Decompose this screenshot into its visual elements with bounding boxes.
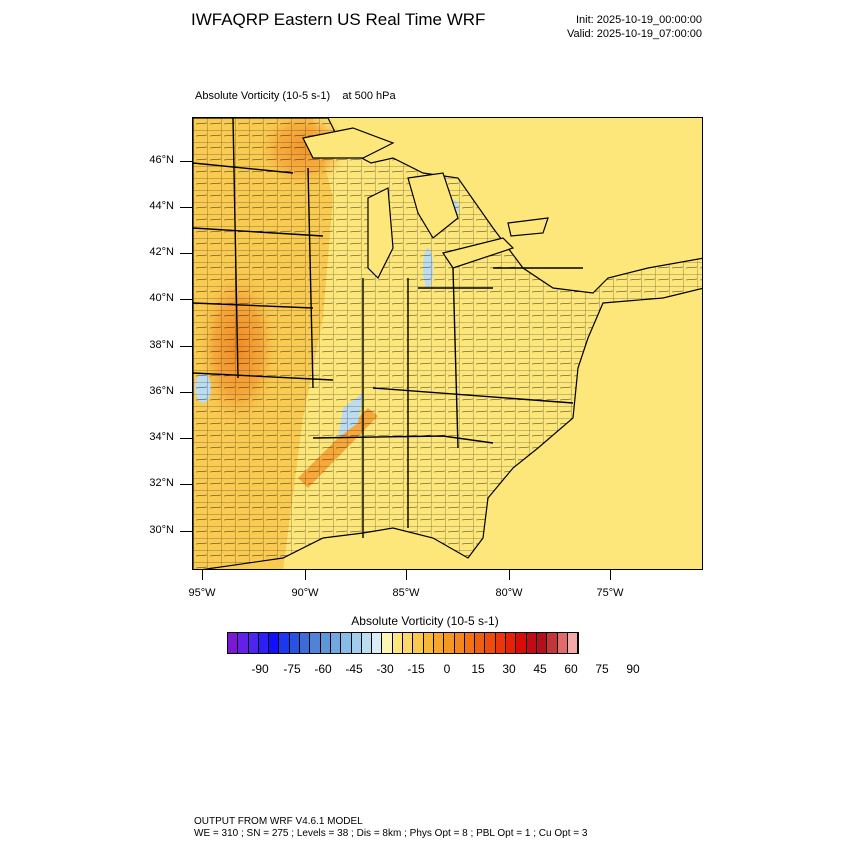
- lat-tick: [180, 346, 192, 347]
- colorbar-swatch: [330, 633, 342, 653]
- colorbar-label: -75: [283, 662, 301, 676]
- colorbar-label: 15: [471, 662, 485, 676]
- lat-label: 34°N: [149, 431, 174, 443]
- lon-tick: [305, 570, 306, 580]
- colorbar-swatch: [300, 633, 311, 653]
- lake-michigan: [367, 187, 394, 280]
- colorbar-swatch: [310, 633, 321, 653]
- colorbar-swatch: [567, 633, 579, 653]
- colorbar-swatch: [413, 633, 424, 653]
- colorbar-label: -15: [407, 662, 425, 676]
- lake-huron: [407, 172, 459, 239]
- lon-label: 90°W: [291, 587, 319, 599]
- field-level: at 500 hPa: [342, 90, 396, 102]
- lon-label: 80°W: [495, 587, 523, 599]
- lake-ontario: [507, 217, 549, 237]
- colorbar-swatch: [248, 633, 259, 653]
- colorbar-swatch: [454, 633, 465, 653]
- lat-label: 42°N: [149, 246, 174, 258]
- lat-label: 38°N: [149, 339, 174, 351]
- colorbar-swatch: [526, 633, 537, 653]
- colorbar-swatch: [382, 633, 393, 653]
- colorbar-swatch: [392, 633, 404, 653]
- colorbar-title: Absolute Vorticity (10-5 s-1): [351, 614, 499, 628]
- vorticity-map: [192, 117, 703, 570]
- lake-superior: [302, 127, 395, 159]
- colorbar-swatch: [289, 633, 301, 653]
- lat-label: 32°N: [149, 477, 174, 489]
- colorbar-swatch: [341, 633, 352, 653]
- lon-tick: [202, 570, 203, 580]
- lon-label: 85°W: [392, 587, 420, 599]
- field-name: Absolute Vorticity (10-5 s-1): [195, 90, 331, 102]
- colorbar-swatch: [279, 633, 290, 653]
- colorbar-swatch: [433, 633, 445, 653]
- colorbar-label: 30: [502, 662, 516, 676]
- colorbar-label: 90: [626, 662, 640, 676]
- colorbar-swatch: [320, 633, 331, 653]
- state-boundaries: [193, 118, 583, 538]
- map-canvas: [193, 118, 702, 569]
- chart-title: IWFAQRP Eastern US Real Time WRF: [191, 10, 486, 29]
- lat-label: 46°N: [149, 154, 174, 166]
- colorbar-label: -45: [345, 662, 363, 676]
- lat-tick: [180, 438, 192, 439]
- colorbar-swatch: [351, 633, 362, 653]
- lon-label: 75°W: [596, 587, 624, 599]
- colorbar-label: 45: [533, 662, 547, 676]
- lat-tick: [180, 392, 192, 393]
- lat-label: 40°N: [149, 292, 174, 304]
- lat-tick: [180, 253, 192, 254]
- colorbar-label: 60: [564, 662, 578, 676]
- lat-tick: [180, 207, 192, 208]
- footer-line-2: WE = 310 ; SN = 275 ; Levels = 38 ; Dis …: [194, 828, 588, 839]
- colorbar-swatch: [372, 633, 383, 653]
- colorbar-label: -30: [376, 662, 394, 676]
- colorbar-label: -60: [314, 662, 332, 676]
- lon-tick: [509, 570, 510, 580]
- colorbar-label: 75: [595, 662, 609, 676]
- lat-label: 36°N: [149, 385, 174, 397]
- colorbar-swatch: [557, 633, 568, 653]
- lat-tick: [180, 484, 192, 485]
- model-times: Init: 2025-10-19_00:00:00 Valid: 2025-10…: [567, 13, 702, 41]
- lon-label: 95°W: [188, 587, 216, 599]
- field-label: Absolute Vorticity (10-5 s-1) at 500 hPa: [195, 90, 396, 102]
- colorbar-swatch: [403, 633, 414, 653]
- colorbar-label: 0: [443, 662, 451, 676]
- us-land: [193, 118, 702, 569]
- lat-tick: [180, 161, 192, 162]
- colorbar-swatch: [464, 633, 476, 653]
- footer-line-1: OUTPUT FROM WRF V4.6.1 MODEL: [194, 816, 363, 827]
- lon-tick: [406, 570, 407, 580]
- colorbar-swatch: [238, 633, 249, 653]
- lat-tick: [180, 299, 192, 300]
- colorbar-swatch: [506, 633, 517, 653]
- colorbar-swatch: [516, 633, 527, 653]
- model-footer: OUTPUT FROM WRF V4.6.1 MODEL WE = 310 ; …: [194, 816, 587, 840]
- colorbar-label: -90: [251, 662, 269, 676]
- init-time: Init: 2025-10-19_00:00:00: [576, 14, 702, 26]
- colorbar-swatch: [228, 633, 239, 653]
- lat-label: 30°N: [149, 524, 174, 536]
- colorbar-swatch: [444, 633, 455, 653]
- colorbar-swatch: [536, 633, 548, 653]
- colorbar-swatch: [361, 633, 373, 653]
- colorbar-swatch: [485, 633, 496, 653]
- colorbar-swatch: [423, 633, 434, 653]
- lake-erie: [442, 237, 515, 269]
- colorbar-swatch: [547, 633, 558, 653]
- lat-tick: [180, 531, 192, 532]
- lon-tick: [610, 570, 611, 580]
- colorbar-swatch: [269, 633, 280, 653]
- lat-label: 44°N: [149, 200, 174, 212]
- colorbar-swatch: [475, 633, 486, 653]
- valid-time: Valid: 2025-10-19_07:00:00: [567, 28, 702, 40]
- colorbar: [227, 632, 580, 654]
- colorbar-swatch: [258, 633, 270, 653]
- colorbar-swatch: [495, 633, 507, 653]
